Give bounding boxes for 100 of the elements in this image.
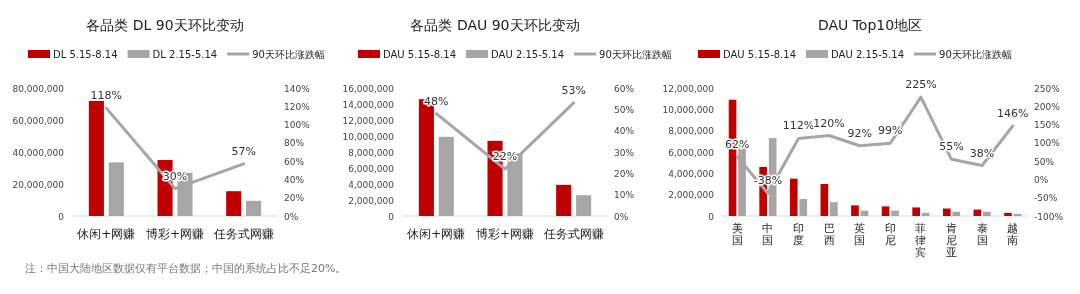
bar — [942, 208, 951, 216]
y2-tick-label: 250% — [1034, 83, 1061, 94]
y2-tick-label: 20% — [284, 193, 305, 204]
bar — [912, 207, 920, 216]
bar — [830, 202, 838, 216]
y-tick-label: 0 — [388, 211, 395, 222]
legend-label: 90天环比涨跌幅 — [939, 49, 1012, 60]
y2-tick-label: 100% — [284, 120, 311, 131]
x-tick-label: 菲律宾 — [915, 222, 927, 259]
data-label: 112% — [782, 119, 815, 133]
bar — [799, 198, 808, 216]
y-tick-label: 60,000,000 — [12, 115, 65, 126]
legend-label: DAU 5.15-8.14 — [383, 49, 457, 60]
x-tick-label: 博彩+网赚 — [475, 227, 535, 241]
y2-tick-label: 20% — [614, 168, 635, 179]
data-label: 92% — [847, 126, 872, 140]
y-tick-label: 10,000,000 — [342, 131, 395, 142]
y-tick-label: 80,000,000 — [12, 83, 65, 94]
y2-tick-label: 200% — [1034, 101, 1061, 112]
data-label: -38% — [753, 174, 783, 188]
data-label: 146% — [996, 107, 1029, 121]
y-tick-label: 12,000,000 — [662, 83, 715, 94]
y-tick-label: 0 — [58, 211, 65, 222]
y2-tick-label: 10% — [614, 190, 635, 201]
data-label: 118% — [90, 89, 123, 103]
bar — [891, 210, 899, 216]
chart-title: DAU Top10地区 — [817, 17, 923, 33]
x-tick-label: 越南 — [1007, 222, 1019, 247]
bar — [820, 184, 829, 216]
y-tick-label: 4,000,000 — [668, 168, 715, 179]
x-tick-label: 英国 — [854, 222, 866, 247]
data-label: 99% — [878, 124, 903, 138]
y2-tick-label: -100% — [1034, 211, 1064, 222]
y2-tick-label: 50% — [1034, 156, 1055, 167]
y2-tick-label: 30% — [614, 147, 635, 158]
legend-label: DAU 5.15-8.14 — [723, 49, 797, 60]
y2-tick-label: 60% — [614, 83, 635, 94]
data-label: 120% — [813, 116, 845, 130]
y-tick-label: 4,000,000 — [348, 179, 395, 190]
bar — [881, 206, 890, 216]
x-tick-label: 泰国 — [976, 222, 988, 247]
legend-label: 90天环比涨跌幅 — [252, 49, 325, 60]
y2-tick-label: -50% — [1034, 193, 1058, 204]
y-tick-label: 0 — [708, 211, 715, 222]
x-tick-label: 印度 — [793, 222, 804, 247]
y-tick-label: 2,000,000 — [668, 190, 715, 201]
x-tick-label: 博彩+网赚 — [145, 227, 205, 241]
y-tick-label: 12,000,000 — [342, 115, 395, 126]
x-tick-label: 美国 — [731, 222, 743, 247]
x-tick-label: 休闲+网赚 — [407, 227, 466, 241]
legend-label: DL 2.15-5.14 — [152, 49, 218, 60]
x-tick-label: 任务式网赚 — [212, 227, 274, 241]
data-label: 38% — [969, 146, 995, 160]
y-tick-label: 20,000,000 — [12, 179, 65, 190]
y-tick-label: 14,000,000 — [342, 99, 395, 110]
chart-title: 各品类 DL 90天环比变动 — [86, 17, 244, 33]
y-tick-label: 6,000,000 — [348, 163, 395, 174]
y-tick-label: 10,000,000 — [662, 104, 715, 115]
x-tick-label: 肯尼亚 — [946, 222, 957, 259]
y2-tick-label: 40% — [614, 126, 635, 137]
bar — [246, 200, 262, 216]
y2-tick-label: 0% — [614, 211, 629, 222]
x-tick-label: 休闲+网赚 — [77, 227, 136, 241]
bar — [226, 191, 242, 216]
bar — [789, 178, 798, 216]
bar — [952, 211, 961, 216]
x-tick-label: 任务式网赚 — [542, 227, 604, 241]
y2-tick-label: 60% — [284, 156, 305, 167]
y2-tick-label: 80% — [284, 138, 305, 149]
y-tick-label: 6,000,000 — [668, 147, 715, 158]
bar — [88, 100, 104, 216]
y2-tick-label: 0% — [1034, 174, 1049, 185]
bar — [108, 162, 124, 216]
bar — [556, 184, 572, 216]
y2-tick-label: 100% — [1034, 138, 1061, 149]
bar — [438, 136, 454, 216]
data-label: 225% — [905, 78, 937, 92]
y2-tick-label: 40% — [284, 174, 305, 185]
y2-tick-label: 50% — [614, 104, 635, 115]
x-tick-label: 印尼 — [884, 222, 896, 247]
bar — [983, 211, 991, 216]
y-tick-label: 40,000,000 — [12, 147, 65, 158]
chart-title: 各品类 DAU 90天环比变动 — [410, 17, 580, 33]
y-tick-label: 8,000,000 — [668, 126, 715, 137]
x-tick-label: 中国 — [762, 222, 774, 247]
legend-label: DAU 2.15-5.14 — [831, 49, 905, 60]
y-tick-label: 2,000,000 — [348, 195, 395, 206]
data-label: 48% — [424, 94, 449, 108]
bar — [576, 195, 592, 216]
legend-label: 90天环比涨跌幅 — [599, 49, 672, 60]
y2-tick-label: 0% — [284, 211, 299, 222]
legend-label: DAU 2.15-5.14 — [491, 49, 565, 60]
legend-label: DL 5.15-8.14 — [53, 49, 118, 60]
data-label: 62% — [725, 137, 750, 151]
data-label: 22% — [492, 150, 518, 164]
data-label: 53% — [561, 83, 586, 97]
text: 注：中国大陆地区数据仅有平台数据；中国的系统占比不足20%。 — [25, 262, 347, 275]
bar — [851, 205, 859, 216]
y2-tick-label: 140% — [284, 83, 311, 94]
x-tick-label: 巴西 — [823, 222, 835, 247]
